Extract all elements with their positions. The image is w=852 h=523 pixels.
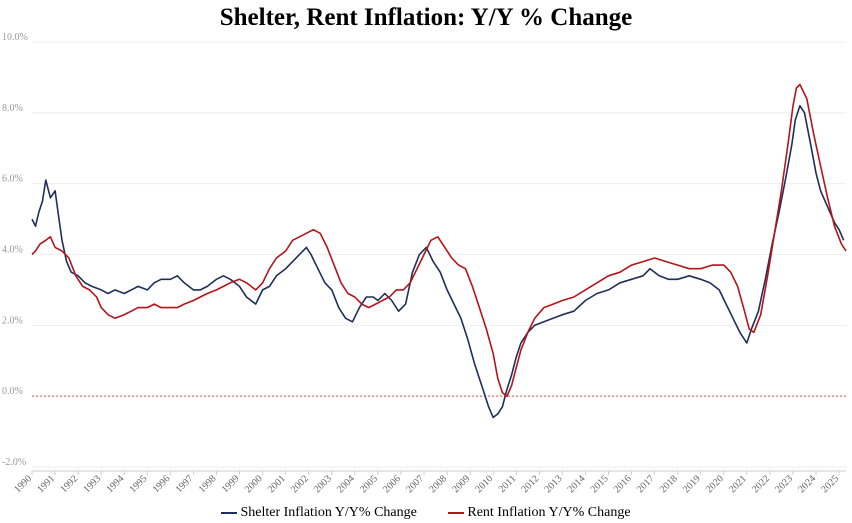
x-tick-label: 1990 — [12, 473, 34, 495]
x-tick-label: 2020 — [704, 473, 726, 495]
gridlines — [32, 41, 846, 468]
series-line-rent — [31, 83, 847, 397]
y-tick-label: 10.0% — [2, 32, 28, 43]
x-tick-label: 2023 — [773, 473, 795, 495]
x-tick-label: 2007 — [404, 473, 426, 495]
x-tick-label: 2005 — [358, 473, 380, 495]
series-lines — [31, 83, 847, 419]
x-tick-label: 2015 — [589, 473, 611, 495]
x-tick-label: 2024 — [796, 473, 818, 495]
y-tick-label: -2.0% — [2, 457, 26, 468]
x-tick-label: 2017 — [635, 473, 657, 495]
y-tick-label: 6.0% — [2, 174, 23, 185]
x-tick-label: 2001 — [266, 473, 288, 495]
legend-item-shelter: Shelter Inflation Y/Y% Change — [221, 505, 417, 521]
x-tick-label: 1992 — [58, 473, 80, 495]
legend-label-rent: Rent Inflation Y/Y% Change — [467, 505, 631, 520]
x-tick-label: 2008 — [427, 473, 449, 495]
x-tick-label: 2014 — [566, 473, 588, 495]
x-tick-label: 1994 — [104, 473, 126, 495]
y-tick-label: 0.0% — [2, 386, 23, 397]
y-tick-label: 4.0% — [2, 245, 23, 256]
x-tick-label: 2000 — [243, 473, 265, 495]
x-tick-label: 2022 — [750, 473, 772, 495]
y-axis: -2.0% 0.0% 2.0% 4.0% 6.0% 8.0% 10.0% — [2, 32, 28, 468]
x-tick-label: 2018 — [658, 473, 680, 495]
x-tick-label: 2013 — [543, 473, 565, 495]
legend-item-rent: Rent Inflation Y/Y% Change — [448, 505, 631, 521]
x-tick-label: 2019 — [681, 473, 703, 495]
legend-swatch-shelter — [221, 512, 238, 514]
y-tick-label: 2.0% — [2, 315, 23, 326]
x-tick-label: 2011 — [497, 473, 519, 495]
x-tick-label: 1998 — [197, 473, 219, 495]
chart-title: Shelter, Rent Inflation: Y/Y % Change — [219, 4, 633, 31]
x-tick-label: 2002 — [289, 473, 311, 495]
x-tick-label: 2025 — [819, 473, 841, 495]
y-tick-label: 8.0% — [2, 103, 23, 114]
x-axis: 1990 1991 1992 1993 1994 1995 1996 1997 1998 1999… — [12, 470, 846, 495]
legend-swatch-rent — [448, 512, 465, 514]
x-tick-label: 1995 — [127, 473, 149, 495]
series-line-shelter — [31, 105, 845, 419]
x-tick-label: 2012 — [520, 473, 542, 495]
x-tick-label: 1996 — [151, 473, 173, 495]
x-tick-label: 1997 — [174, 473, 196, 495]
x-tick-label: 1999 — [220, 473, 242, 495]
legend-label-shelter: Shelter Inflation Y/Y% Change — [240, 505, 417, 520]
x-tick-label: 2003 — [312, 473, 334, 495]
x-tick-label: 2010 — [473, 473, 495, 495]
x-tick-label: 2009 — [450, 473, 472, 495]
x-tick-label: 2004 — [335, 473, 357, 495]
x-tick-label: 2006 — [381, 473, 403, 495]
legend: Shelter Inflation Y/Y% Change Rent Infla… — [0, 503, 852, 521]
x-tick-label: 1993 — [81, 473, 103, 495]
x-tick-label: 2021 — [727, 473, 749, 495]
x-tick-label: 1991 — [35, 473, 57, 495]
x-tick-label: 2016 — [612, 473, 634, 495]
